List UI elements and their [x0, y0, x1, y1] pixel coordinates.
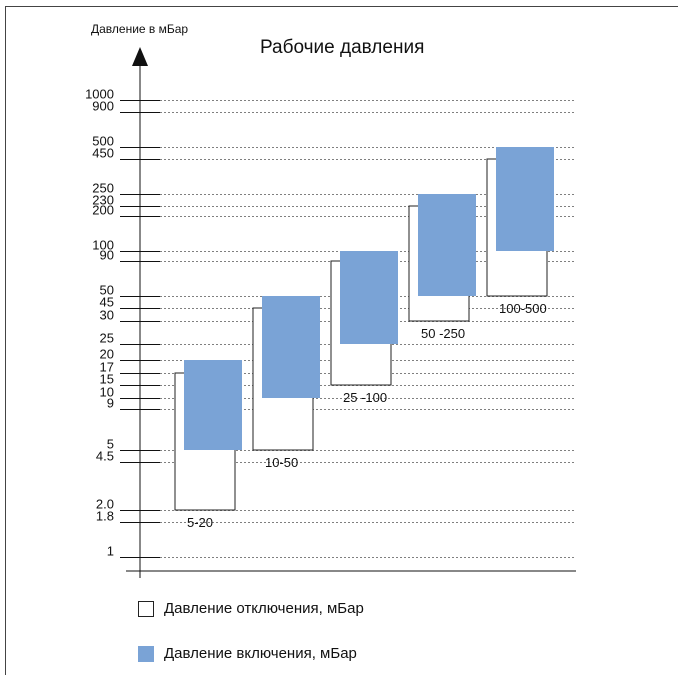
- y-tick-label: 100: [92, 238, 114, 253]
- on-range-bar: [262, 296, 320, 398]
- y-tick-label: 30: [100, 308, 114, 323]
- y-tick-label: 500: [92, 134, 114, 149]
- on-range-bar: [340, 251, 398, 344]
- y-tick-label: 1.8: [96, 509, 114, 524]
- range-label: 5-20: [187, 515, 213, 530]
- legend-swatch-off: [138, 600, 154, 617]
- range-label: 100-500: [499, 301, 547, 316]
- y-tick-label: 9: [107, 396, 114, 411]
- range-label: 25 -100: [343, 390, 387, 405]
- y-tick-label: 17: [100, 360, 114, 375]
- pressure-chart: Давление в мБар Рабочие давления 1000900…: [85, 22, 576, 578]
- chart-title: Рабочие давления: [260, 37, 424, 58]
- y-axis-label: Давление в мБар: [91, 22, 188, 36]
- range-label: 10-50: [265, 455, 298, 470]
- y-tick-label: 15: [100, 372, 114, 387]
- y-tick-label: 50: [100, 283, 114, 298]
- y-tick-label: 900: [92, 99, 114, 114]
- y-tick-label: 4.5: [96, 449, 114, 464]
- legend-item-on: Давление включения, мБар: [138, 645, 357, 662]
- y-tick-label: 250: [92, 181, 114, 196]
- legend-label-off: Давление отключения, мБар: [164, 600, 364, 617]
- y-tick-label: 450: [92, 146, 114, 161]
- y-tick-label: 1: [107, 544, 114, 559]
- y-tick-label: 20: [100, 347, 114, 362]
- legend-label-on: Давление включения, мБар: [164, 645, 357, 662]
- y-tick-label: 45: [100, 295, 114, 310]
- y-tick-label: 90: [100, 248, 114, 263]
- legend-swatch-on: [138, 645, 154, 662]
- legend-item-off: Давление отключения, мБар: [138, 600, 364, 617]
- y-tick-label: 25: [100, 331, 114, 346]
- y-tick-label: 200: [92, 203, 114, 218]
- on-range-bar: [496, 147, 554, 251]
- y-ticks: 1000900500450250230200100905045302520171…: [85, 87, 160, 559]
- range-label: 50 -250: [421, 326, 465, 341]
- on-range-bar: [418, 194, 476, 296]
- y-tick-label: 1000: [85, 87, 114, 102]
- chart-frame: [5, 6, 678, 675]
- y-tick-label: 10: [100, 385, 114, 400]
- y-tick-label: 2.0: [96, 497, 114, 512]
- range-bars: 5-20 10-50 25 -100 50 -250 100-500: [174, 147, 554, 530]
- on-range-bar: [184, 360, 242, 450]
- y-axis-arrow: [132, 47, 148, 66]
- y-tick-label: 5: [107, 437, 114, 452]
- y-tick-label: 230: [92, 193, 114, 208]
